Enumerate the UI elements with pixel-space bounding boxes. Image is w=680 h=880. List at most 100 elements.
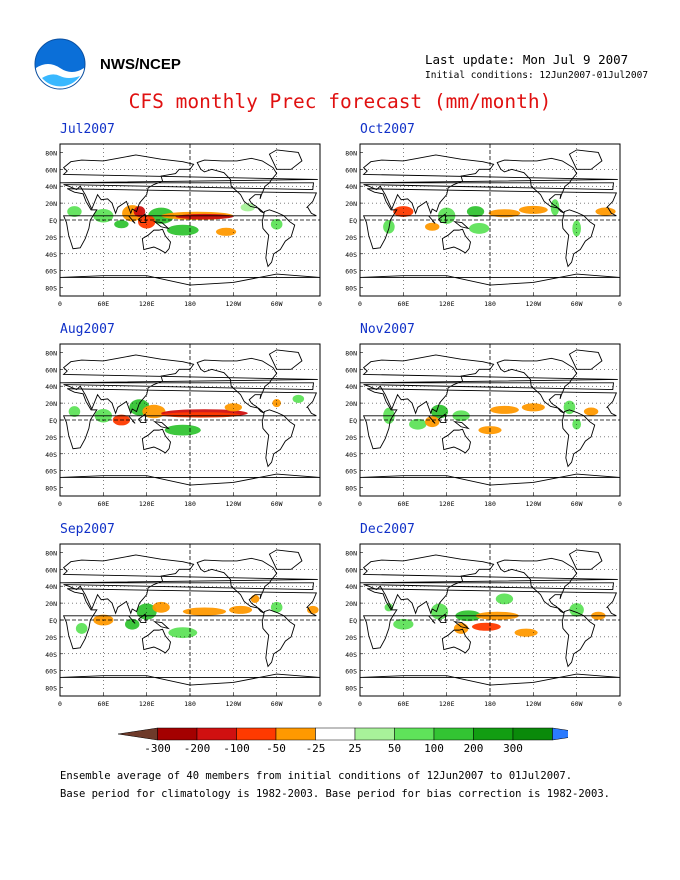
- lon-tick-label: 0: [618, 500, 622, 508]
- colorbar-swatch: [394, 727, 435, 741]
- coastline: [59, 154, 318, 215]
- coastline: [362, 588, 618, 650]
- precip-patch: [393, 206, 414, 217]
- coastlines: [359, 349, 621, 486]
- lat-tick-label: 40N: [45, 583, 57, 591]
- page-title: CFS monthly Prec forecast (mm/month): [128, 90, 552, 113]
- lat-tick-label: 60N: [345, 366, 357, 374]
- precip-patch: [490, 405, 519, 414]
- precip-patch: [488, 209, 521, 218]
- precip-patch: [583, 407, 599, 416]
- lon-tick-label: 120W: [526, 700, 542, 708]
- lon-tick-label: 120W: [526, 500, 542, 508]
- lat-tick-label: 20N: [45, 400, 57, 408]
- precip-patch: [125, 618, 140, 630]
- coastline: [138, 613, 147, 623]
- coastline: [359, 554, 618, 615]
- coastline: [561, 609, 596, 668]
- precip-patch: [240, 203, 255, 212]
- lat-tick-label: 40S: [45, 651, 57, 659]
- coastline: [196, 557, 278, 614]
- precip-patch: [514, 628, 538, 637]
- lon-tick-label: 180: [184, 300, 196, 308]
- lat-tick-label: 60N: [45, 166, 57, 174]
- coastline: [261, 209, 296, 268]
- precip-patch: [469, 223, 490, 234]
- precip-patch: [307, 605, 319, 614]
- coastline: [359, 473, 621, 486]
- colorbar-label: 25: [348, 742, 361, 755]
- coastline: [153, 621, 170, 630]
- precip-patch: [409, 418, 427, 430]
- coastline: [438, 413, 447, 423]
- lat-tick-label: 60N: [45, 566, 57, 574]
- panel-title-dec: Dec2007: [360, 522, 415, 537]
- lon-tick-label: 60E: [97, 700, 109, 708]
- lat-tick-label: 80S: [45, 685, 57, 693]
- colorbar-swatch: [473, 727, 514, 741]
- lat-tick-label: 80S: [345, 685, 357, 693]
- colorbar-label: 100: [424, 742, 444, 755]
- lon-tick-label: 120E: [439, 700, 455, 708]
- precip-patch: [168, 627, 198, 639]
- lon-tick-label: 0: [358, 500, 362, 508]
- lat-tick-label: 60S: [45, 268, 57, 276]
- coastline: [141, 428, 171, 454]
- precip-anomaly-fill: [384, 593, 606, 637]
- lon-tick-label: 60W: [271, 300, 283, 308]
- precip-patch: [563, 400, 576, 415]
- precip-anomaly-fill: [67, 203, 283, 236]
- coastline: [153, 221, 170, 230]
- lon-tick-label: 0: [318, 300, 322, 308]
- lon-tick-label: 180: [184, 500, 196, 508]
- coastline: [128, 215, 136, 224]
- coastline: [561, 409, 596, 468]
- lat-tick-label: EQ: [349, 617, 357, 625]
- lon-tick-label: 60E: [97, 500, 109, 508]
- coastline: [453, 621, 470, 630]
- precip-patch: [67, 206, 82, 217]
- lat-tick-label: 40N: [45, 383, 57, 391]
- lon-tick-label: 60W: [271, 700, 283, 708]
- panel-title-jul: Jul2007: [60, 122, 115, 137]
- lat-tick-label: 60S: [345, 668, 357, 676]
- lat-tick-label: 80N: [45, 549, 57, 557]
- coastline: [59, 673, 321, 686]
- lat-tick-label: 20S: [345, 234, 357, 242]
- lat-tick-label: 40S: [345, 251, 357, 259]
- lon-tick-label: 0: [58, 700, 62, 708]
- precip-patch: [161, 412, 241, 418]
- coastline: [568, 549, 603, 570]
- lat-tick-label: 80N: [345, 349, 357, 357]
- lon-tick-label: 120E: [139, 700, 155, 708]
- coastline: [441, 628, 471, 654]
- lat-tick-label: 60S: [45, 668, 57, 676]
- lat-tick-label: 60S: [345, 468, 357, 476]
- precip-patch: [114, 220, 129, 229]
- lat-tick-label: 40N: [345, 583, 357, 591]
- lat-tick-label: 80N: [45, 349, 57, 357]
- lon-tick-label: 60E: [97, 300, 109, 308]
- lon-tick-label: 60W: [271, 500, 283, 508]
- colorbar-label: -300: [144, 742, 171, 755]
- precip-patch: [466, 206, 485, 217]
- colorbar-swatch: [157, 727, 198, 741]
- lat-tick-label: 60N: [45, 366, 57, 374]
- coastline: [268, 349, 303, 370]
- org-label: NWS/NCEP: [100, 56, 181, 73]
- precip-patch: [182, 607, 227, 616]
- coastline: [141, 228, 171, 254]
- lon-tick-label: 180: [184, 700, 196, 708]
- lat-tick-label: 20S: [45, 634, 57, 642]
- lon-tick-label: 60E: [397, 700, 409, 708]
- panel-title-oct: Oct2007: [360, 122, 415, 137]
- colorbar-label: 300: [503, 742, 523, 755]
- precip-patch: [495, 593, 514, 605]
- coastline: [59, 554, 318, 615]
- precip-patch: [521, 403, 545, 412]
- precip-patch: [425, 416, 440, 428]
- precip-patch: [175, 213, 234, 220]
- coastline: [496, 157, 578, 214]
